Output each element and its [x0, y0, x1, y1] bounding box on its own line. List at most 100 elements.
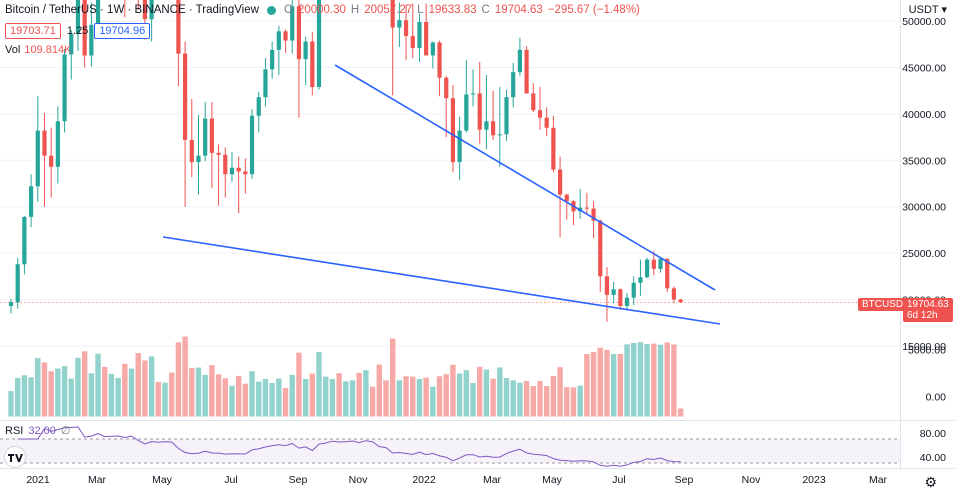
- currency-selector[interactable]: USDT ▾: [908, 4, 947, 16]
- candle-body: [511, 72, 516, 98]
- last-price-value: 19704.63: [907, 299, 949, 310]
- candle-body: [142, 0, 148, 20]
- volume-bar: [610, 353, 617, 417]
- candle-body: [82, 0, 87, 56]
- candle-body: [203, 118, 208, 156]
- volume-bar: [122, 363, 128, 417]
- volume-bar: [95, 353, 101, 417]
- candle-body: [189, 139, 194, 163]
- volume-bar: [289, 374, 295, 417]
- candle-body: [591, 208, 596, 221]
- volume-bar: [41, 362, 48, 417]
- price-tick-label: 40000.00: [902, 109, 946, 121]
- volume-bar: [162, 382, 168, 417]
- rsi-line: [17, 426, 681, 467]
- volume-bar: [517, 382, 523, 417]
- rsi-label: RSI: [5, 424, 24, 437]
- volume-bar: [664, 342, 670, 417]
- volume-legend: Vol 109.814K: [5, 44, 71, 56]
- candle-body: [491, 121, 496, 136]
- volume-bar: [477, 366, 483, 417]
- bar-countdown: 6d 12h: [907, 310, 938, 321]
- candle-body: [531, 93, 536, 111]
- candle-body: [310, 41, 315, 87]
- candle-body: [665, 258, 670, 289]
- price-tick-label: 35000.00: [902, 155, 946, 167]
- candle-body: [557, 169, 563, 195]
- bid-price-box[interactable]: 19703.71: [5, 23, 61, 39]
- volume-bar: [135, 353, 141, 417]
- tradingview-logo-icon[interactable]: [4, 446, 26, 468]
- volume-bar: [128, 368, 135, 417]
- volume-bar: [55, 368, 61, 417]
- open-label: O: [283, 4, 293, 16]
- volume-bar: [349, 380, 356, 417]
- time-tick-label: 2022: [412, 474, 436, 486]
- volume-bar: [450, 364, 456, 417]
- volume-bar: [456, 373, 463, 417]
- rsi-value: 32.00: [28, 424, 56, 437]
- volume-bar: [235, 375, 242, 417]
- candle-body: [651, 259, 656, 269]
- candle-body: [223, 154, 228, 175]
- volume-bar: [155, 382, 162, 417]
- volume-bar: [389, 338, 396, 417]
- candle-body: [618, 289, 623, 306]
- time-tick-label: Nov: [742, 474, 761, 486]
- volume-bar: [363, 370, 369, 417]
- volume-bar: [376, 364, 382, 417]
- candle-body: [49, 155, 54, 167]
- volume-bar: [88, 373, 95, 417]
- volume-bar: [644, 344, 650, 417]
- volume-bar: [215, 374, 222, 417]
- ask-price-box[interactable]: 19704.96: [94, 23, 151, 39]
- candle-body: [270, 49, 275, 70]
- market-status-icon: [266, 5, 276, 15]
- volume-bar: [436, 376, 443, 417]
- volume-bar: [369, 386, 376, 417]
- candle-body: [678, 299, 683, 303]
- spread-value: 1.25: [66, 25, 89, 37]
- volume-bar: [416, 378, 423, 417]
- badge-symbol: BTCUSDT: [862, 299, 910, 310]
- candle-body: [62, 54, 67, 122]
- candle-body: [397, 20, 402, 28]
- volume-bar: [483, 369, 490, 417]
- volume-bar: [142, 360, 148, 417]
- candle-body: [517, 49, 522, 73]
- volume-bar: [430, 386, 436, 417]
- volume-bar: [175, 342, 182, 417]
- volume-bar: [323, 376, 329, 417]
- volume-tick-label: 5000.00: [908, 344, 946, 356]
- candle-body: [89, 24, 94, 56]
- candle-body: [584, 207, 589, 209]
- volume-bar: [75, 357, 81, 417]
- volume-bar: [296, 352, 302, 417]
- volume-bar: [276, 378, 282, 417]
- candle-body: [598, 220, 603, 277]
- volume-bar: [269, 383, 275, 417]
- candle-body: [631, 282, 636, 298]
- volume-bar: [651, 343, 657, 417]
- rsi-tick-label: 80.00: [920, 428, 946, 440]
- volume-bar: [209, 365, 215, 417]
- candle-body: [564, 194, 569, 202]
- time-tick-label: Mar: [869, 474, 888, 486]
- volume-bar: [148, 356, 155, 417]
- candle-body: [55, 121, 60, 167]
- volume-bar: [195, 367, 202, 417]
- candle-body: [444, 77, 449, 99]
- candle-body: [296, 6, 302, 60]
- candle-body: [457, 130, 462, 163]
- volume-bar: [202, 374, 208, 417]
- time-tick-label: Mar: [88, 474, 107, 486]
- symbol-title[interactable]: Bitcoin / TetherUS · 1W · BINANCE · Trad…: [5, 4, 259, 16]
- settings-gear-icon[interactable]: ⚙: [924, 474, 937, 490]
- volume-bar: [229, 385, 235, 417]
- volume-bar: [302, 378, 309, 417]
- price-tick-label: 50000.00: [902, 16, 946, 28]
- candle-body: [176, 0, 181, 54]
- volume-bar: [410, 376, 416, 417]
- volume-bar: [503, 377, 510, 417]
